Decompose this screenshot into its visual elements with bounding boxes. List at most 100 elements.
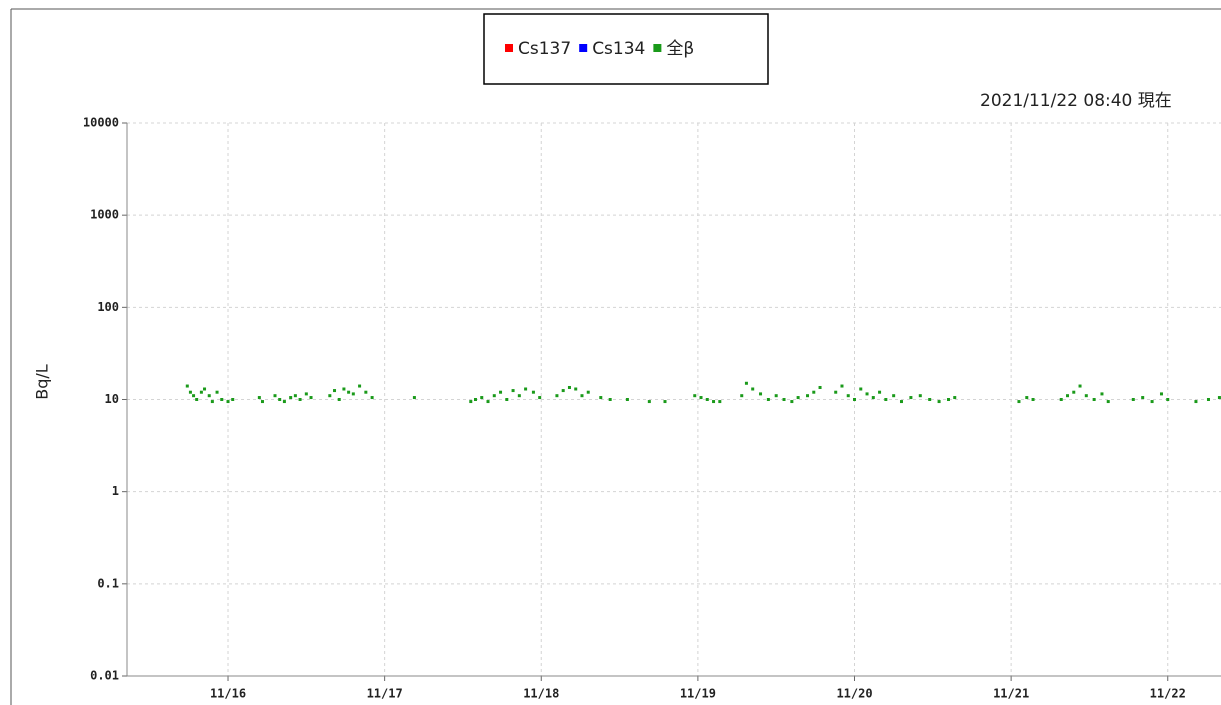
point — [499, 390, 503, 394]
point — [486, 400, 490, 404]
point — [744, 381, 748, 385]
legend-label: 全β — [666, 39, 694, 59]
point — [865, 392, 869, 396]
x-tick-label: 11/22 — [1150, 687, 1186, 701]
point — [370, 396, 374, 400]
point — [412, 396, 416, 400]
point — [517, 394, 521, 398]
point — [347, 390, 351, 394]
point — [953, 396, 957, 400]
point — [884, 398, 888, 401]
point — [273, 394, 277, 398]
point — [231, 398, 235, 401]
point — [555, 394, 559, 398]
point — [1166, 398, 1170, 401]
point — [806, 394, 810, 398]
point — [358, 384, 362, 388]
point — [567, 385, 571, 389]
point — [586, 390, 590, 394]
point — [699, 396, 703, 400]
point — [751, 387, 755, 391]
y-tick-label: 100 — [97, 300, 119, 314]
point — [309, 396, 313, 400]
point — [328, 394, 332, 398]
point — [812, 390, 816, 394]
point — [853, 398, 857, 401]
point — [782, 398, 786, 401]
legend-swatch — [579, 44, 588, 52]
point — [282, 400, 286, 404]
point — [625, 398, 629, 401]
point — [289, 396, 293, 400]
point — [260, 400, 264, 404]
point — [473, 398, 477, 401]
legend-box — [483, 13, 769, 85]
point — [899, 400, 903, 404]
point — [1106, 400, 1110, 404]
legend-swatch — [653, 44, 662, 52]
point — [1194, 400, 1198, 404]
point — [207, 394, 211, 398]
point — [342, 387, 346, 391]
point — [840, 384, 844, 388]
y-axis-label: Bq/L — [33, 364, 52, 400]
point — [1159, 392, 1163, 396]
point — [480, 396, 484, 400]
legend-swatch — [505, 44, 513, 52]
point — [859, 387, 863, 391]
point — [918, 394, 922, 398]
point — [203, 387, 207, 391]
point — [1084, 394, 1088, 398]
point — [1066, 394, 1070, 398]
point — [1141, 396, 1145, 400]
point — [663, 400, 667, 404]
point — [946, 398, 950, 401]
point — [909, 396, 913, 400]
point — [759, 392, 763, 396]
point — [1092, 398, 1096, 401]
x-tick-label: 11/17 — [367, 687, 403, 701]
point — [937, 400, 941, 404]
legend: Cs137 Cs134 全β — [505, 39, 694, 59]
x-tick-label: 11/16 — [210, 687, 246, 701]
x-tick-label: 11/19 — [680, 687, 716, 701]
point — [892, 394, 896, 398]
point — [1025, 396, 1029, 400]
point — [215, 390, 219, 394]
x-tick-label: 11/18 — [523, 687, 559, 701]
y-tick-label: 10000 — [83, 116, 119, 130]
point — [693, 394, 697, 398]
point — [818, 385, 822, 389]
point — [705, 398, 709, 401]
y-tick-label: 1000 — [90, 208, 119, 222]
point — [192, 394, 196, 398]
point — [337, 398, 341, 401]
point — [790, 400, 794, 404]
point — [278, 398, 282, 401]
point — [531, 390, 535, 394]
point — [1131, 398, 1135, 401]
point — [796, 396, 800, 400]
point — [871, 396, 875, 400]
point — [220, 398, 224, 401]
point — [1100, 392, 1104, 396]
point — [199, 390, 203, 394]
point — [1072, 390, 1076, 394]
legend-label: Cs137 — [518, 39, 571, 59]
point — [524, 387, 528, 391]
point — [364, 390, 368, 394]
point — [492, 394, 496, 398]
subtitle: 2021/11/22 08:40 現在 — [980, 91, 1172, 111]
point — [774, 394, 778, 398]
point — [351, 392, 355, 396]
y-tick-label: 10 — [105, 392, 119, 406]
point — [834, 390, 838, 394]
point — [188, 390, 192, 394]
point — [1059, 398, 1063, 401]
point — [505, 398, 509, 401]
point — [1031, 398, 1035, 401]
point — [210, 400, 214, 404]
point — [185, 384, 189, 388]
point — [718, 400, 722, 404]
